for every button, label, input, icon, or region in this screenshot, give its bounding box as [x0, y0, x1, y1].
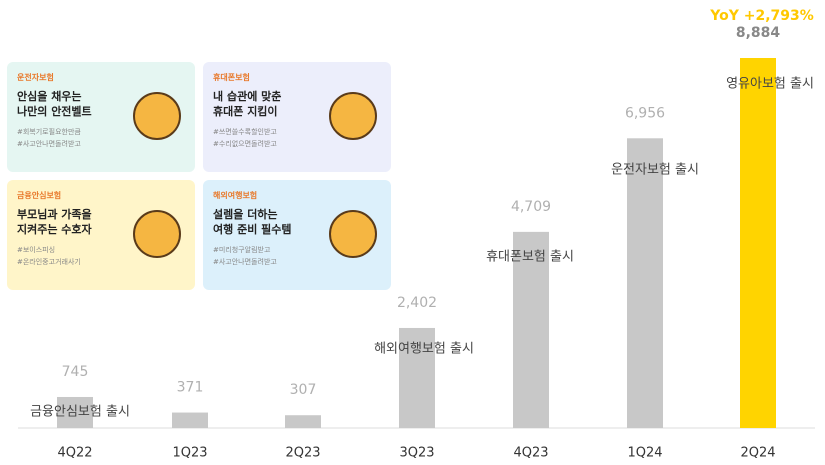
card-title: 내 습관에 맞춘 [213, 90, 282, 103]
card-hashtags: #미리청구알림받고 #사고안나면돌려받고 [213, 244, 381, 268]
card-title: 지켜주는 수호자 [17, 223, 92, 236]
x-tick-label: 2Q23 [285, 446, 320, 461]
card-illustration [329, 92, 377, 140]
bar [627, 138, 663, 428]
card-tag: 해외여행보험 [213, 191, 258, 200]
value-label: 371 [177, 380, 204, 396]
x-tick-label: 2Q24 [740, 446, 775, 461]
card-hashtag: #보이스피싱 [17, 246, 56, 254]
card-hashtags: #쓰면쓸수록할인받고 #수리없으면돌려받고 [213, 126, 381, 150]
bar [285, 415, 321, 428]
card-tag: 금융안심보험 [17, 191, 62, 200]
card-title: 휴대폰 지킴이 [213, 105, 278, 118]
card-hashtags: #회복기로필요한만큼 #사고안나면돌려받고 [17, 126, 185, 150]
card-tag: 휴대폰보험 [213, 73, 250, 82]
card-hashtag: #수리없으면돌려받고 [213, 140, 277, 148]
bar-note: 금융안심보험 출시 [30, 405, 130, 420]
x-tick-label: 4Q23 [513, 446, 548, 461]
card-hashtag: #사고안나면돌려받고 [17, 140, 81, 148]
card-hashtag: #쓰면쓸수록할인받고 [213, 128, 277, 136]
bar [399, 327, 435, 428]
bar [513, 231, 549, 428]
card-tag: 운전자보험 [17, 73, 54, 82]
card-title: 안심을 채우는 [17, 90, 82, 103]
card-illustration [133, 210, 181, 258]
card-hashtag: #사고안나면돌려받고 [213, 258, 277, 266]
card-hashtag: #회복기로필요한만큼 [17, 128, 81, 136]
card-title: 설렘을 더하는 [213, 208, 278, 221]
card-hashtag: #온라인중고거래사기 [17, 258, 81, 266]
bar [172, 412, 208, 428]
card-title: 여행 준비 필수템 [213, 223, 292, 236]
card-title: 나만의 안전벨트 [17, 105, 92, 118]
bar-note: 영유아보험 출시 [726, 77, 814, 92]
value-label: 745 [62, 364, 89, 380]
x-tick-label: 1Q23 [172, 446, 207, 461]
bar-note: 해외여행보험 출시 [374, 341, 474, 357]
bar-note: 휴대폰보험 출시 [486, 250, 574, 265]
card-hashtag: #미리청구알림받고 [213, 246, 271, 254]
card-illustration [329, 210, 377, 258]
bar [57, 396, 93, 428]
x-tick-label: 3Q23 [399, 446, 434, 461]
value-label: 8,884 [736, 25, 781, 41]
x-tick-label: 1Q24 [627, 446, 662, 461]
card-illustration [133, 92, 181, 140]
card-hashtags: #보이스피싱 #온라인중고거래사기 [17, 244, 185, 268]
value-label: 4,709 [511, 199, 551, 215]
value-label: 2,402 [397, 295, 437, 311]
value-label: 6,956 [625, 105, 665, 121]
bar [740, 58, 776, 428]
card-title: 부모님과 가족을 [17, 208, 92, 221]
value-label: 307 [290, 382, 317, 398]
headline: YoY +2,793% [709, 8, 814, 24]
x-tick-label: 4Q22 [57, 446, 92, 461]
bar-note: 운전자보험 출시 [611, 163, 699, 178]
